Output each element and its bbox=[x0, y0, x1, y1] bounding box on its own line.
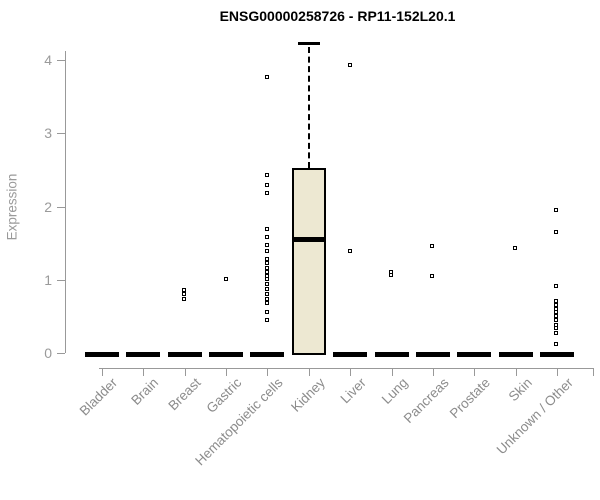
outlier-point bbox=[265, 301, 269, 305]
y-tick-label: 2 bbox=[44, 199, 52, 215]
y-axis-tick bbox=[57, 280, 65, 281]
outlier-point bbox=[554, 299, 558, 303]
outlier-point bbox=[430, 274, 434, 278]
x-category-label: Brain bbox=[128, 375, 162, 408]
outlier-point bbox=[348, 249, 352, 253]
flat-box-unknown-other bbox=[540, 352, 574, 357]
x-axis-tick bbox=[474, 368, 475, 376]
outlier-point bbox=[513, 246, 517, 250]
outlier-point bbox=[265, 227, 269, 231]
outlier-point bbox=[265, 297, 269, 301]
y-axis-tick bbox=[57, 207, 65, 208]
outlier-point bbox=[224, 277, 228, 281]
x-category-label: Liver bbox=[337, 375, 369, 407]
flat-box-lung bbox=[375, 352, 409, 357]
outlier-point bbox=[265, 310, 269, 314]
y-tick-label: 3 bbox=[44, 125, 52, 141]
outlier-point bbox=[265, 292, 269, 296]
flat-box-brain bbox=[126, 352, 160, 357]
outlier-point bbox=[554, 230, 558, 234]
x-axis-tick bbox=[433, 368, 434, 376]
outlier-point bbox=[265, 249, 269, 253]
x-axis-tick bbox=[557, 368, 558, 376]
flat-box-prostate bbox=[457, 352, 491, 357]
y-tick-label: 1 bbox=[44, 272, 52, 288]
x-axis-tick bbox=[392, 368, 393, 376]
x-axis-tick bbox=[350, 368, 351, 376]
x-axis-tick bbox=[143, 368, 144, 376]
x-axis-tick bbox=[516, 368, 517, 376]
flat-box-pancreas bbox=[416, 352, 450, 357]
outlier-point bbox=[265, 173, 269, 177]
y-axis-line bbox=[65, 51, 66, 353]
flat-box-breast bbox=[168, 352, 202, 357]
box-median bbox=[294, 237, 324, 242]
box-kidney bbox=[292, 168, 326, 355]
outlier-point bbox=[265, 287, 269, 291]
outlier-point bbox=[182, 292, 186, 296]
x-axis-tick bbox=[309, 368, 310, 376]
x-category-label: Skin bbox=[505, 375, 535, 405]
outlier-point bbox=[430, 244, 434, 248]
x-category-label: Prostate bbox=[446, 375, 493, 422]
y-axis-tick bbox=[57, 60, 65, 61]
whisker-line bbox=[308, 47, 310, 168]
outlier-point bbox=[389, 273, 393, 277]
whisker-cap bbox=[298, 42, 320, 45]
outlier-point bbox=[182, 297, 186, 301]
flat-box-gastric bbox=[209, 352, 243, 357]
outlier-point bbox=[554, 331, 558, 335]
x-category-label: Breast bbox=[165, 375, 204, 414]
y-tick-label: 0 bbox=[44, 345, 52, 361]
outlier-point bbox=[265, 235, 269, 239]
y-tick-label: 4 bbox=[44, 52, 52, 68]
outlier-point bbox=[554, 284, 558, 288]
outlier-point bbox=[554, 208, 558, 212]
outlier-point bbox=[182, 288, 186, 292]
outlier-point bbox=[265, 183, 269, 187]
outlier-point bbox=[554, 303, 558, 307]
x-category-label: Kidney bbox=[287, 375, 328, 415]
outlier-point bbox=[265, 266, 269, 270]
outlier-point bbox=[554, 310, 558, 314]
outlier-point bbox=[265, 318, 269, 322]
x-category-label: Lung bbox=[378, 375, 411, 407]
x-axis-tick bbox=[102, 368, 103, 376]
outlier-point bbox=[265, 75, 269, 79]
x-axis-tick bbox=[226, 368, 227, 376]
x-axis-end-tick bbox=[593, 368, 594, 376]
outlier-point bbox=[265, 277, 269, 281]
x-axis-line bbox=[99, 368, 594, 369]
x-axis-tick bbox=[267, 368, 268, 376]
outlier-point bbox=[554, 326, 558, 330]
x-category-label: Unknown / Other bbox=[493, 375, 576, 458]
outlier-point bbox=[265, 191, 269, 195]
outlier-point bbox=[554, 318, 558, 322]
chart-title: ENSG00000258726 - RP11-152L20.1 bbox=[219, 8, 456, 24]
flat-box-liver bbox=[333, 352, 367, 357]
outlier-point bbox=[265, 243, 269, 247]
y-axis-tick bbox=[57, 353, 65, 354]
x-category-label: Bladder bbox=[77, 375, 121, 419]
outlier-point bbox=[265, 261, 269, 265]
flat-box-skin bbox=[499, 352, 533, 357]
outlier-point bbox=[265, 282, 269, 286]
x-axis-tick bbox=[185, 368, 186, 376]
outlier-point bbox=[554, 342, 558, 346]
flat-box-bladder bbox=[85, 352, 119, 357]
outlier-point bbox=[265, 257, 269, 261]
flat-box-hematopoietic-cells bbox=[250, 352, 284, 357]
outlier-point bbox=[265, 270, 269, 274]
y-axis-tick bbox=[57, 133, 65, 134]
outlier-point bbox=[554, 314, 558, 318]
outlier-point bbox=[348, 63, 352, 67]
